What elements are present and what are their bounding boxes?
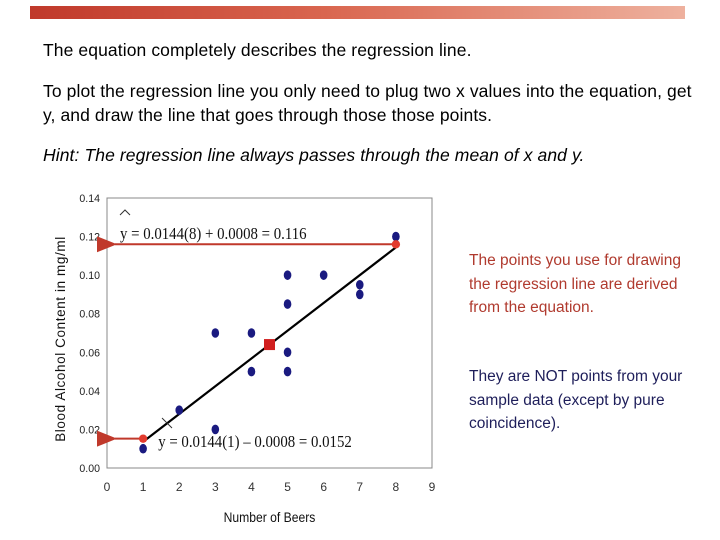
data-point — [247, 328, 256, 338]
x-tick-label: 0 — [104, 480, 111, 494]
sample-data-note: They are NOT points from your sample dat… — [469, 368, 683, 432]
equation-annotation: y = 0.0144(1) – 0.0008 = 0.0152 — [158, 433, 352, 451]
y-axis-label: Blood Alcohol Content in mg/ml — [53, 236, 68, 442]
equation-statement: The equation completely describes the re… — [43, 40, 472, 60]
x-tick-label: 7 — [356, 480, 363, 494]
caret-mark — [161, 417, 173, 429]
y-tick-label: 0.06 — [79, 347, 100, 359]
x-tick-label: 9 — [429, 480, 436, 494]
data-point — [355, 279, 364, 290]
data-point — [319, 270, 328, 280]
y-tick-label: 0.12 — [79, 231, 100, 243]
derived-points-note: The points you use for drawing the regre… — [469, 252, 681, 316]
data-point — [211, 424, 220, 435]
data-point — [392, 231, 400, 242]
x-tick-label: 5 — [284, 480, 291, 494]
computed-point — [391, 240, 401, 249]
caret-mark — [119, 209, 131, 216]
computed-point — [138, 434, 148, 443]
plotting-instruction: To plot the regression line you only nee… — [43, 81, 692, 125]
hint-text: Hint: The regression line always passes … — [43, 145, 585, 165]
x-tick-label: 6 — [320, 480, 327, 494]
data-point — [283, 270, 292, 280]
equation-annotation: y = 0.0144(8) + 0.0008 = 0.116 — [120, 225, 307, 243]
data-point — [283, 299, 292, 309]
data-point — [283, 347, 292, 358]
y-tick-label: 0.14 — [79, 193, 100, 205]
x-tick-label: 2 — [176, 480, 183, 494]
x-tick-label: 8 — [393, 480, 400, 494]
data-point — [139, 443, 147, 454]
data-point — [283, 366, 292, 377]
y-tick-label: 0.00 — [79, 463, 100, 475]
data-point — [355, 289, 364, 300]
mean-point — [264, 339, 275, 351]
y-tick-label: 0.10 — [79, 270, 100, 282]
y-tick-label: 0.08 — [79, 308, 100, 320]
title-accent-bar — [30, 6, 685, 19]
y-tick-label: 0.02 — [79, 424, 100, 436]
data-point — [175, 405, 184, 415]
regression-chart: 0.00 0.02 0.04 0.06 0.08 0.10 0.12 0.14 0 1 2 3 4 5 6 7… — [53, 193, 436, 526]
x-tick-label: 3 — [212, 480, 219, 494]
y-tick-label: 0.04 — [79, 385, 100, 397]
x-tick-label: 4 — [248, 480, 255, 494]
data-point — [247, 366, 256, 377]
x-tick-label: 1 — [140, 480, 147, 494]
data-point — [211, 328, 220, 338]
plot-frame — [106, 197, 433, 469]
x-axis-label: Number of Beers — [224, 509, 316, 525]
